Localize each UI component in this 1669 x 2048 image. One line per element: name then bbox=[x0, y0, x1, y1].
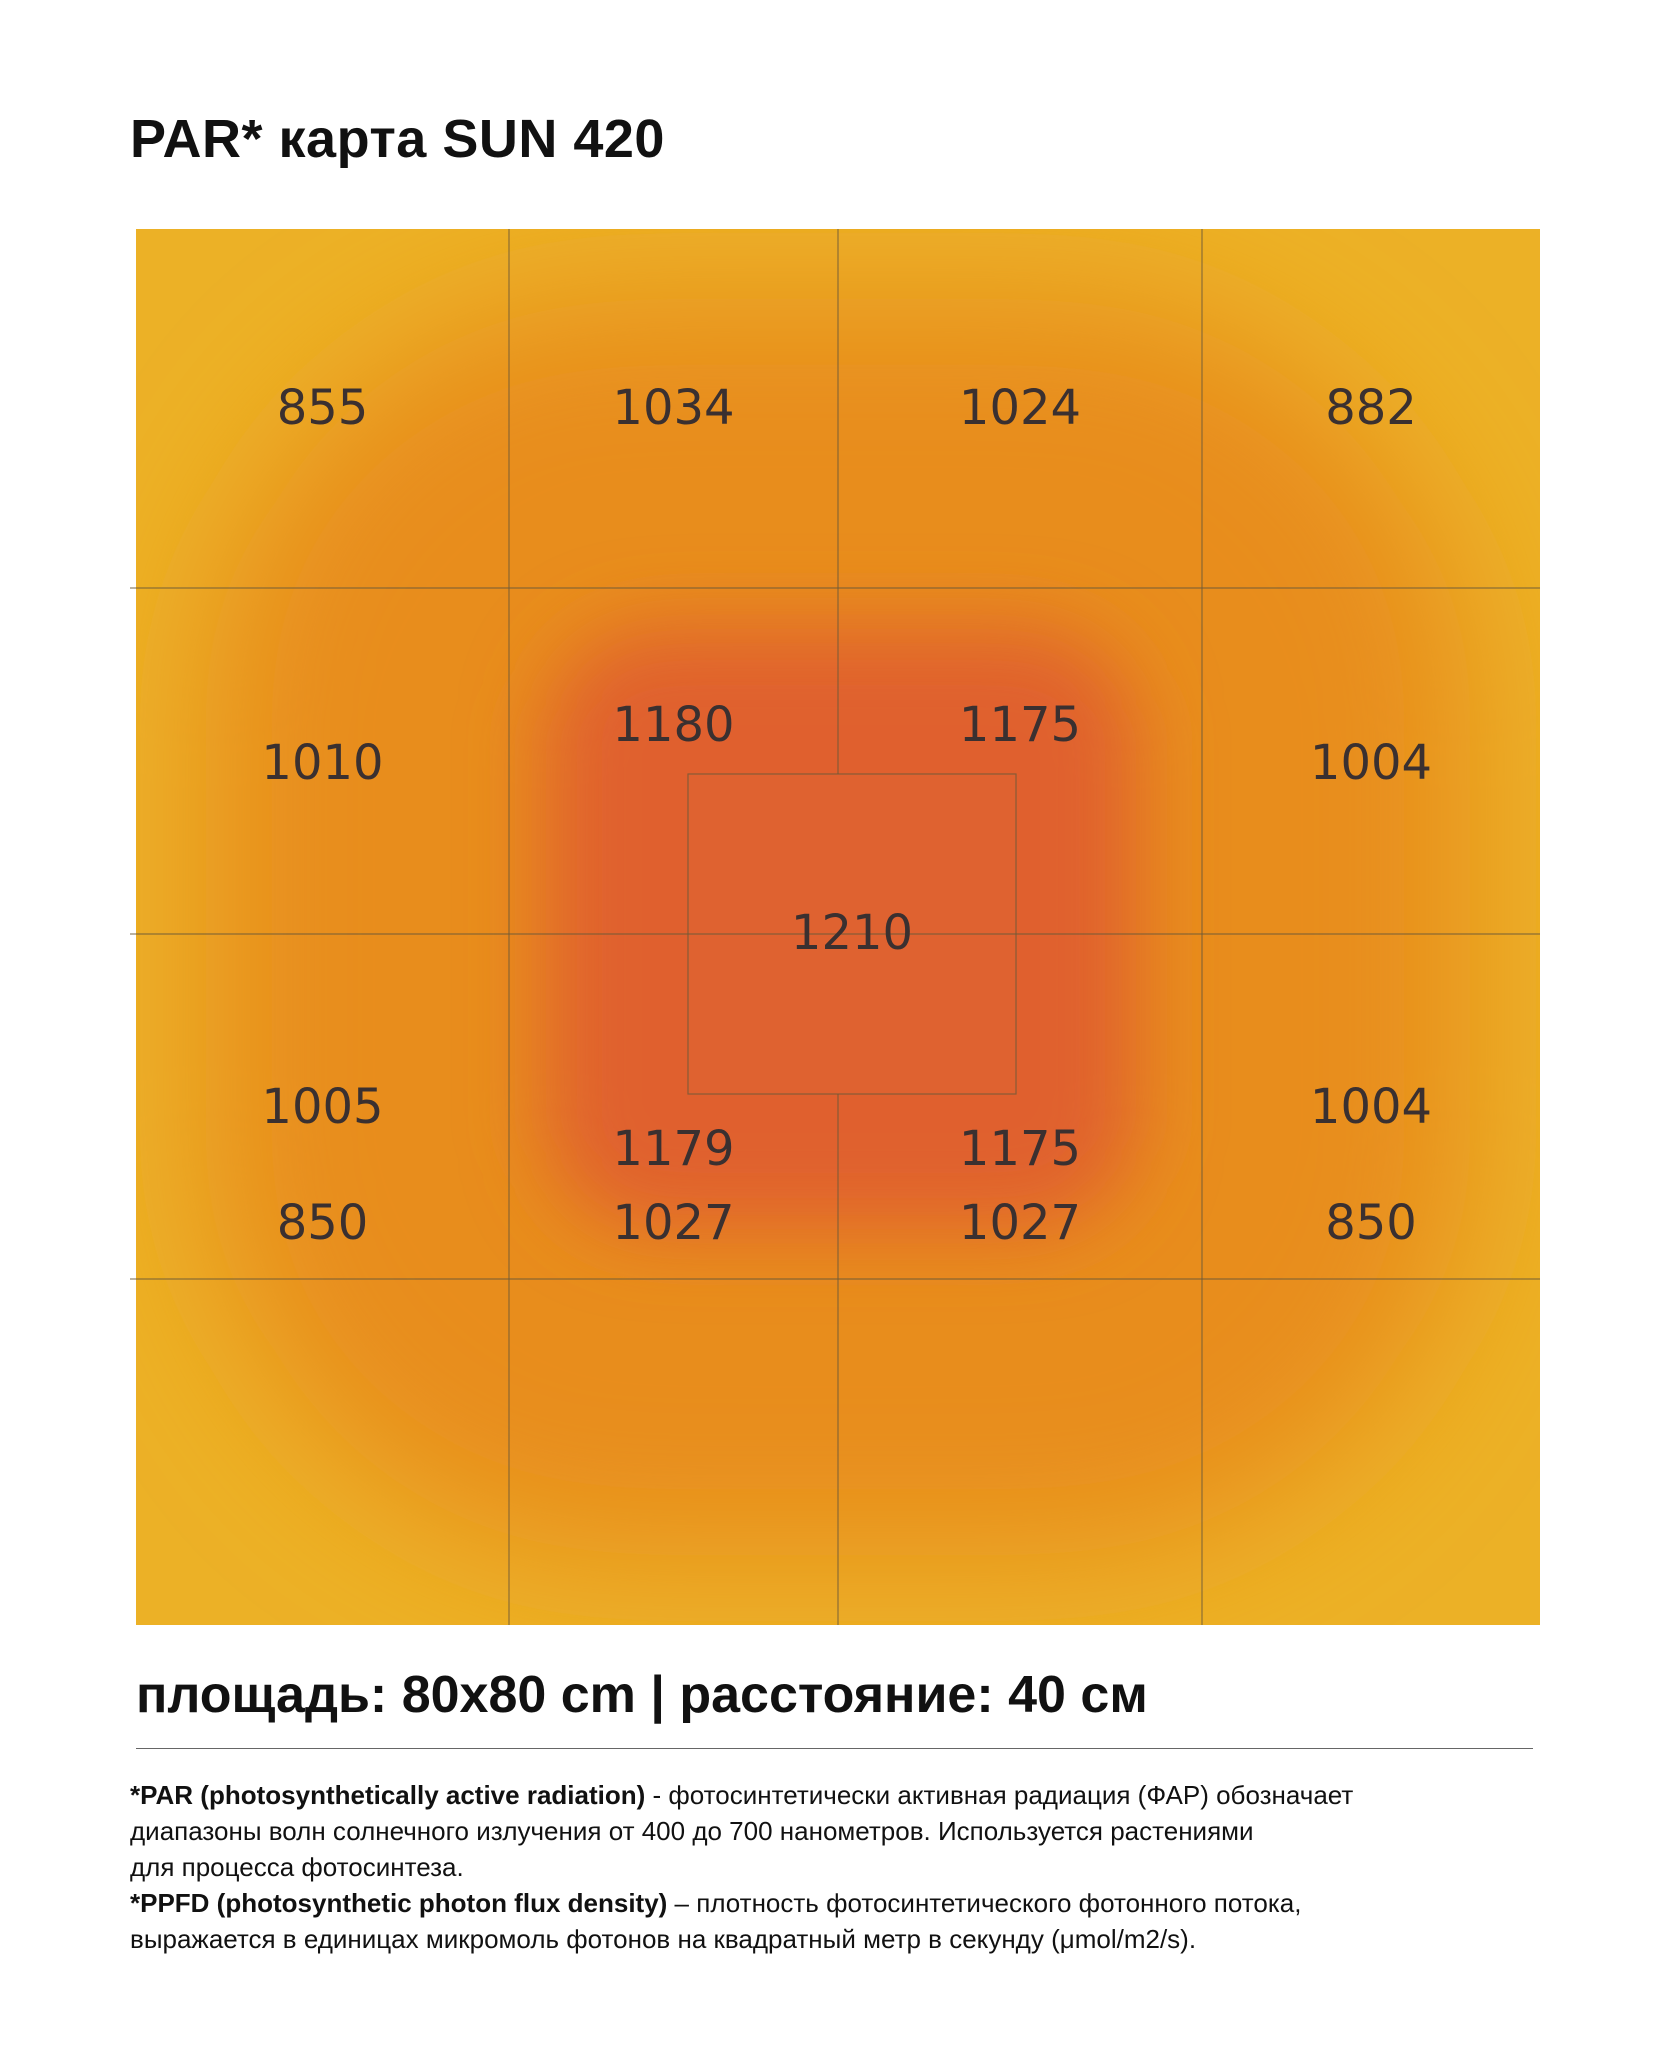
heatmap-cell-value: 1175 bbox=[959, 697, 1081, 753]
heatmap-cell-value: 1027 bbox=[959, 1195, 1081, 1251]
heatmap-cell-value: 850 bbox=[1325, 1195, 1417, 1251]
page-title: PAR* карта SUN 420 bbox=[130, 109, 665, 169]
divider bbox=[136, 1748, 1533, 1749]
ppfd-definition: – плотность фотосинтетического фотонного… bbox=[667, 1888, 1302, 1918]
heatmap-cell-value: 1175 bbox=[959, 1121, 1081, 1177]
heatmap-cell-value: 1004 bbox=[1310, 1079, 1432, 1135]
heatmap-cell-value: 1027 bbox=[612, 1195, 734, 1251]
heatmap-cell-value: 1010 bbox=[261, 735, 383, 791]
par-term: *PAR (photosynthetically active radiatio… bbox=[130, 1780, 646, 1810]
ppfd-term: *PPFD (photosynthetic photon flux densit… bbox=[130, 1888, 668, 1918]
center-value: 1210 bbox=[791, 905, 913, 961]
heatmap-cell-value: 1179 bbox=[612, 1121, 734, 1177]
heatmap-cell-value: 1004 bbox=[1310, 735, 1432, 791]
ppfd-footnote: *PPFD (photosynthetic photon flux densit… bbox=[130, 1885, 1550, 1921]
heatmap-svg: 855 1034 1024 882 1010 1180 1175 1004 1005 1179 11… bbox=[130, 229, 1540, 1625]
heatmap-cell-value: 1180 bbox=[612, 697, 734, 753]
par-definition: - фотосинтетически активная радиация (ФА… bbox=[645, 1780, 1354, 1810]
heatmap-cell-value: 850 bbox=[277, 1195, 369, 1251]
heatmap-cell-value: 1005 bbox=[261, 1079, 383, 1135]
footnotes: *PAR (photosynthetically active radiatio… bbox=[130, 1777, 1550, 1957]
heatmap-cell-value: 855 bbox=[277, 380, 369, 436]
par-footnote: *PAR (photosynthetically active radiatio… bbox=[130, 1777, 1550, 1813]
heatmap-cell-value: 882 bbox=[1325, 380, 1417, 436]
measurement-conditions: площадь: 80x80 cm | расстояние: 40 см bbox=[136, 1666, 1148, 1724]
par-heatmap: 855 1034 1024 882 1010 1180 1175 1004 1005 1179 11… bbox=[130, 229, 1540, 1625]
heatmap-cell-value: 1024 bbox=[959, 380, 1081, 436]
par-definition-line-3: для процесса фотосинтеза. bbox=[130, 1852, 464, 1882]
heatmap-cell-value: 1034 bbox=[612, 380, 734, 436]
ppfd-definition-line-2: выражается в единицах микромоль фотонов … bbox=[130, 1924, 1197, 1954]
par-definition-line-2: диапазоны волн солнечного излучения от 4… bbox=[130, 1816, 1254, 1846]
